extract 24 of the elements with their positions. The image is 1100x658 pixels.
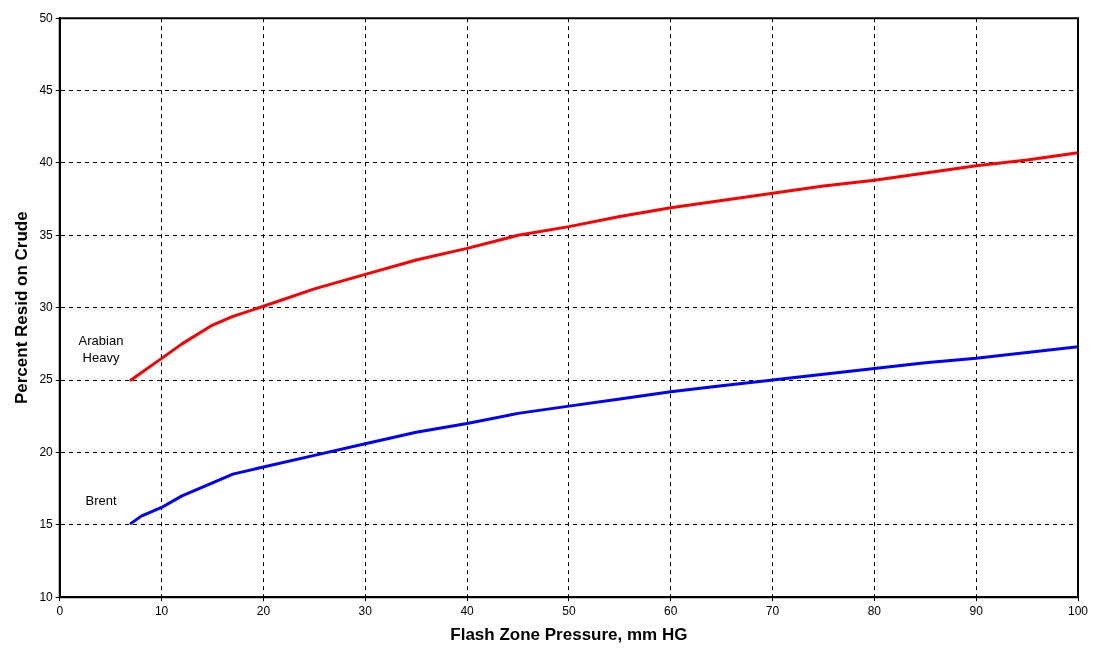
x-tick-label: 70 bbox=[765, 603, 780, 618]
series-label: Brent bbox=[85, 493, 117, 509]
y-tick-label: 15 bbox=[39, 517, 54, 532]
series-label: Arabian Heavy bbox=[78, 333, 124, 366]
x-tick-label: 10 bbox=[154, 603, 169, 618]
x-tick-label: 40 bbox=[460, 603, 475, 618]
x-tick-label: 60 bbox=[664, 603, 678, 618]
y-tick-label: 10 bbox=[39, 589, 54, 604]
x-tick-label: 90 bbox=[969, 603, 984, 618]
x-tick-label: 0 bbox=[56, 603, 64, 618]
y-tick-label: 25 bbox=[39, 372, 54, 387]
y-axis-title: Percent Resid on Crude bbox=[11, 211, 31, 405]
x-tick-label: 20 bbox=[256, 603, 271, 618]
y-tick-label: 30 bbox=[39, 300, 54, 315]
y-tick-label: 50 bbox=[39, 10, 54, 25]
y-tick-label: 35 bbox=[39, 227, 54, 242]
x-tick-label: 80 bbox=[867, 603, 882, 618]
x-tick-label: 50 bbox=[562, 603, 576, 618]
x-axis-title: Flash Zone Pressure, mm HG bbox=[450, 625, 688, 645]
y-tick-label: 45 bbox=[39, 82, 54, 97]
x-tick-label: 100 bbox=[1067, 603, 1089, 618]
x-tick-label: 30 bbox=[358, 603, 373, 618]
y-tick-label: 40 bbox=[39, 155, 54, 170]
y-tick-label: 20 bbox=[39, 444, 54, 459]
